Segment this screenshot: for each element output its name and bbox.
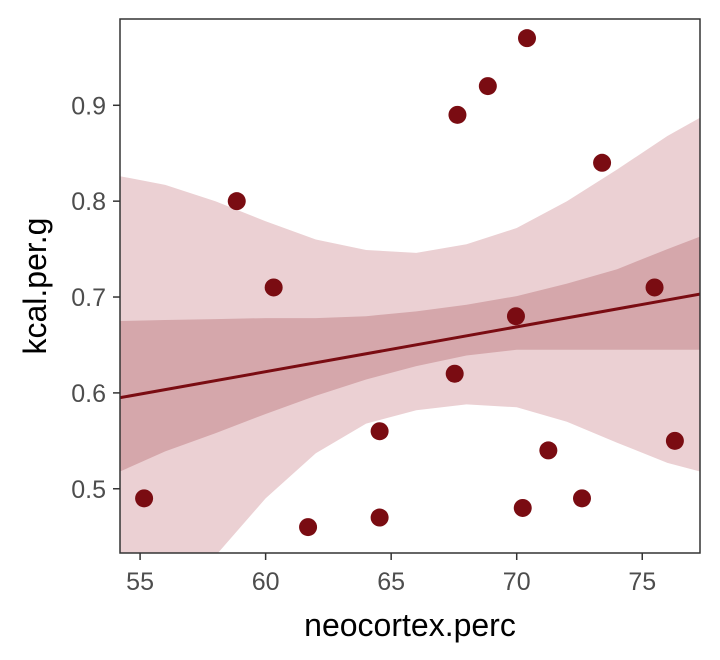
data-point bbox=[264, 278, 283, 297]
data-point bbox=[539, 441, 558, 460]
data-point bbox=[572, 489, 591, 508]
data-point bbox=[645, 278, 664, 297]
data-point bbox=[370, 422, 389, 441]
data-point bbox=[370, 508, 389, 527]
data-point bbox=[445, 364, 464, 383]
data-point bbox=[506, 307, 525, 326]
y-tick-label: 0.6 bbox=[71, 380, 106, 408]
y-tick-label: 0.5 bbox=[71, 476, 106, 504]
data-point bbox=[478, 77, 497, 96]
data-point bbox=[299, 518, 318, 537]
y-tick-label: 0.8 bbox=[71, 188, 106, 216]
x-tick-label: 65 bbox=[377, 568, 405, 596]
data-point bbox=[518, 29, 537, 48]
y-tick-label: 0.9 bbox=[71, 92, 106, 120]
inner-confidence-band bbox=[120, 236, 700, 472]
points-layer bbox=[135, 29, 684, 537]
y-axis: 0.5 0.6 0.7 0.8 0.9 bbox=[71, 92, 120, 504]
data-point bbox=[135, 489, 154, 508]
y-axis-title: kcal.per.g bbox=[17, 218, 53, 355]
data-point bbox=[227, 192, 246, 211]
x-tick-label: 55 bbox=[126, 568, 154, 596]
data-point bbox=[448, 105, 467, 124]
x-tick-label: 60 bbox=[252, 568, 280, 596]
x-tick-label: 70 bbox=[503, 568, 531, 596]
x-axis: 55 60 65 70 75 bbox=[126, 553, 656, 596]
y-tick-label: 0.7 bbox=[71, 284, 106, 312]
x-axis-title: neocortex.perc bbox=[304, 607, 516, 643]
data-point bbox=[513, 498, 532, 517]
x-tick-label: 75 bbox=[628, 568, 656, 596]
plot-border bbox=[119, 18, 701, 554]
plot-area bbox=[120, 29, 700, 553]
data-point bbox=[665, 431, 684, 450]
data-point bbox=[593, 153, 612, 172]
fit-line bbox=[120, 292, 700, 400]
